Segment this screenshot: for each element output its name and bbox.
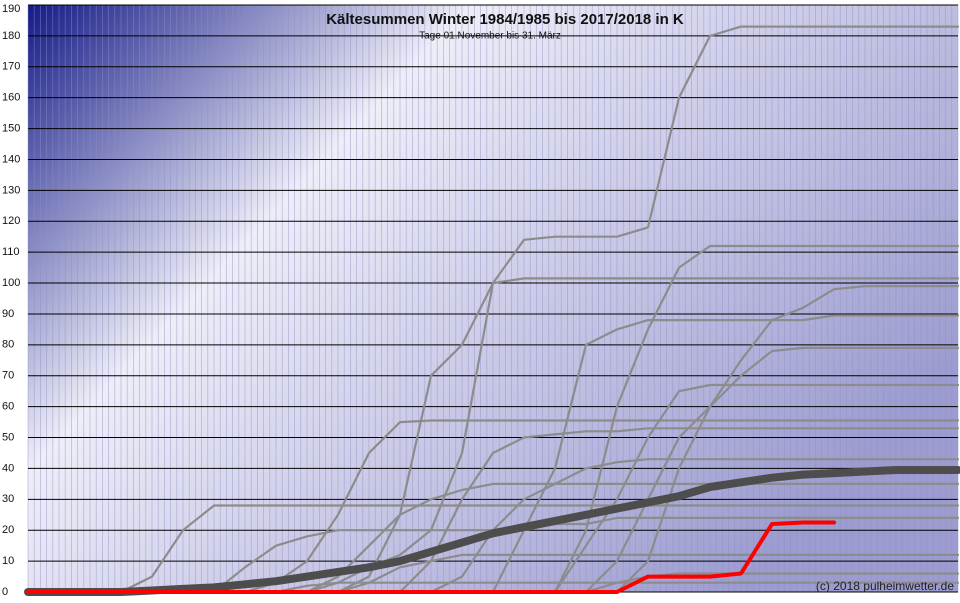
series-line	[26, 504, 960, 594]
y-tick-label: 60	[2, 401, 14, 413]
day-grid	[27, 5, 959, 592]
y-tick-label: 90	[2, 308, 14, 320]
y-tick-label: 180	[2, 30, 20, 42]
y-tick-label: 130	[2, 184, 20, 196]
y-tick-label: 110	[2, 246, 20, 258]
y-tick-label: 40	[2, 462, 14, 474]
series-line	[24, 466, 960, 596]
y-tick-label: 10	[2, 555, 14, 567]
y-tick-label: 160	[2, 92, 20, 104]
y-tick-label: 0	[2, 586, 8, 598]
chart-subtitle: Tage 01.November bis 31. März	[419, 31, 561, 42]
plot	[24, 4, 960, 596]
y-tick-label: 150	[2, 122, 20, 134]
y-tick-label: 140	[2, 153, 20, 165]
y-tick-label: 20	[2, 524, 14, 536]
y-tick-label: 120	[2, 215, 20, 227]
y-tick-label: 80	[2, 339, 14, 351]
y-tick-label: 100	[2, 277, 20, 289]
series-line	[26, 520, 836, 594]
y-tick-label: 70	[2, 370, 14, 382]
y-tick-label: 50	[2, 431, 14, 443]
y-tick-label: 170	[2, 61, 20, 73]
y-tick-label: 30	[2, 493, 14, 505]
copyright: (c) 2018 pulheimwetter.de	[816, 579, 954, 593]
chart-title: Kältesummen Winter 1984/1985 bis 2017/20…	[326, 11, 684, 28]
y-tick-label: 190	[2, 3, 20, 15]
